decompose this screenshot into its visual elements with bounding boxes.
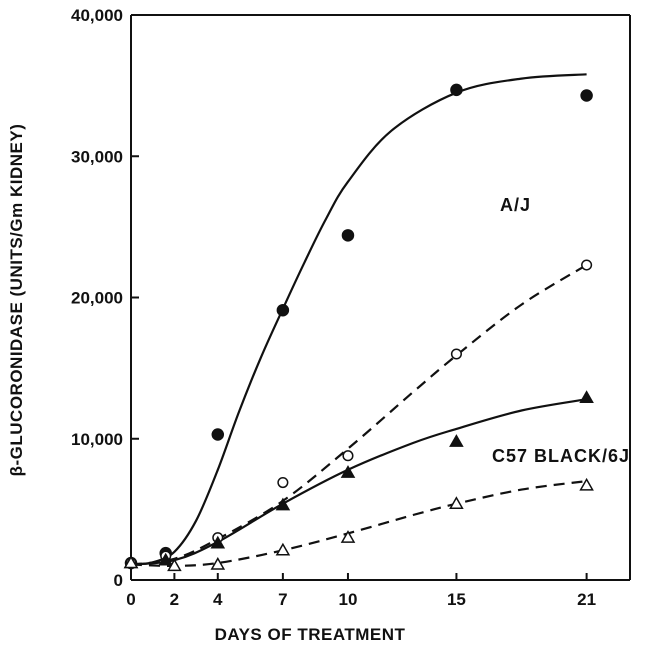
series-4-point bbox=[275, 542, 291, 556]
series-4-point bbox=[579, 477, 594, 491]
plot-frame bbox=[130, 14, 631, 581]
series-4-point bbox=[123, 555, 139, 569]
x-tick-label: 15 bbox=[447, 590, 466, 609]
series-4-curve bbox=[130, 480, 587, 568]
series-4-point bbox=[210, 556, 226, 570]
series-1-point bbox=[341, 229, 355, 242]
x-tick-label: 21 bbox=[577, 590, 596, 609]
series-3-point bbox=[340, 465, 356, 478]
series-1-point bbox=[580, 89, 593, 102]
series-2-point bbox=[277, 476, 289, 489]
x-tick-label: 2 bbox=[170, 590, 179, 609]
series-3-point bbox=[275, 497, 291, 511]
series-2-curve bbox=[130, 264, 588, 566]
series-1-point bbox=[450, 83, 463, 97]
series-3-point bbox=[449, 434, 464, 447]
y-tick-label: 30,000 bbox=[71, 147, 123, 166]
series-3-curve bbox=[130, 398, 587, 566]
series-1-point bbox=[276, 303, 290, 317]
y-tick-label: 20,000 bbox=[71, 289, 123, 308]
series-1-point bbox=[211, 428, 225, 441]
annotation-c57: C57 BLACK/6J bbox=[492, 446, 630, 466]
annotation-aj: A/J bbox=[500, 195, 531, 215]
y-tick-label: 0 bbox=[114, 571, 123, 590]
x-tick-label: 10 bbox=[338, 590, 357, 609]
x-axis-title: DAYS OF TREATMENT bbox=[215, 625, 406, 644]
series-curves bbox=[130, 73, 588, 568]
y-axis-title: β-GLUCORONIDASE (UNITS/Gm KIDNEY) bbox=[7, 124, 26, 477]
series-4-point bbox=[340, 530, 356, 543]
series-3-point bbox=[210, 535, 226, 549]
axis-ticks: 0 2 4 7 10 15 21 0 10,000 20,000 30,000 40,000 bbox=[71, 6, 596, 609]
series-4-point bbox=[167, 558, 182, 572]
series-2-point bbox=[342, 450, 354, 462]
series-1-curve bbox=[130, 73, 587, 566]
series-markers bbox=[123, 83, 594, 572]
x-tick-label: 4 bbox=[213, 590, 223, 609]
y-tick-label: 40,000 bbox=[71, 6, 123, 25]
y-tick-label: 10,000 bbox=[71, 430, 123, 449]
series-4-point bbox=[449, 496, 464, 509]
x-tick-label: 7 bbox=[278, 590, 287, 609]
series-3-point bbox=[579, 390, 594, 404]
series-2-point bbox=[450, 348, 462, 360]
series-2-point bbox=[581, 259, 593, 271]
series-3-point bbox=[158, 552, 173, 566]
x-tick-label: 0 bbox=[126, 590, 135, 609]
